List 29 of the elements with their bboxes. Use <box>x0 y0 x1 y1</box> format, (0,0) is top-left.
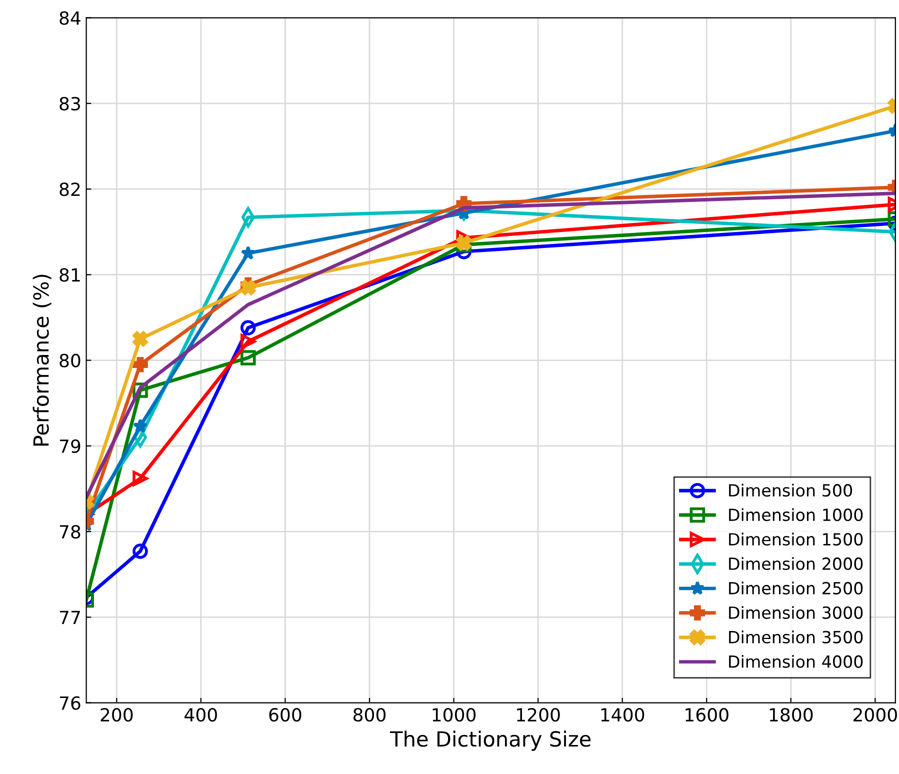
x-tick-label: 800 <box>353 708 386 722</box>
y-axis-title: Performance (%) <box>32 274 52 446</box>
legend-label: Dimension 3000 <box>729 606 863 619</box>
y-tick-label: 83 <box>60 96 80 111</box>
x-tick-label: 600 <box>269 708 302 722</box>
y-tick-label: 78 <box>60 525 80 539</box>
x-tick-label: 2000 <box>854 708 897 722</box>
legend-label: Dimension 4000 <box>729 654 863 668</box>
legend-label: Dimension 3500 <box>729 630 863 644</box>
y-tick-label: 80 <box>60 354 80 368</box>
legend-label: Dimension 500 <box>729 484 852 497</box>
x-tick-label: 1400 <box>601 708 644 722</box>
x-tick-label: 1200 <box>517 708 560 722</box>
x-tick-label: 1800 <box>770 708 813 722</box>
legend-label: Dimension 1000 <box>729 508 863 522</box>
y-tick-label: 82 <box>60 182 80 196</box>
x-tick-label: 1000 <box>432 708 476 722</box>
x-axis-title: The Dictionary Size <box>390 730 591 751</box>
x-tick-label: 1600 <box>686 708 728 722</box>
y-tick-label: 76 <box>60 696 80 710</box>
y-tick-label: 84 <box>60 11 80 25</box>
legend-label: Dimension 1500 <box>729 532 863 546</box>
y-tick-label: 77 <box>60 610 80 624</box>
legend-label: Dimension 2000 <box>729 557 863 570</box>
x-tick-label: 200 <box>100 708 133 722</box>
x-tick-label: 400 <box>184 708 217 722</box>
y-tick-label: 79 <box>60 439 80 454</box>
y-tick-label: 81 <box>60 268 80 282</box>
legend-label: Dimension 2500 <box>729 582 863 595</box>
